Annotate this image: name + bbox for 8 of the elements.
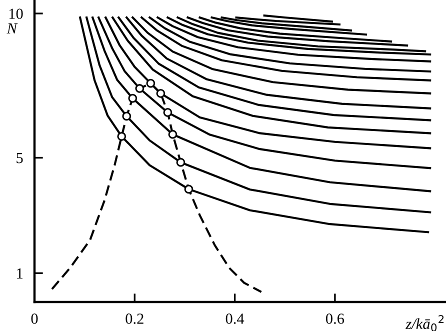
x-tick-label: 0.2 — [126, 314, 144, 324]
y-tick-label: 1 — [17, 268, 22, 278]
y-tick-label: 10 — [9, 8, 23, 19]
x-tick-label: 0 — [31, 314, 38, 324]
y-axis-title: N — [6, 23, 18, 34]
x-tick-label: 0.4 — [226, 314, 244, 324]
x-tick-label: 0.6 — [326, 314, 344, 324]
y-tick-label: 5 — [16, 153, 23, 164]
